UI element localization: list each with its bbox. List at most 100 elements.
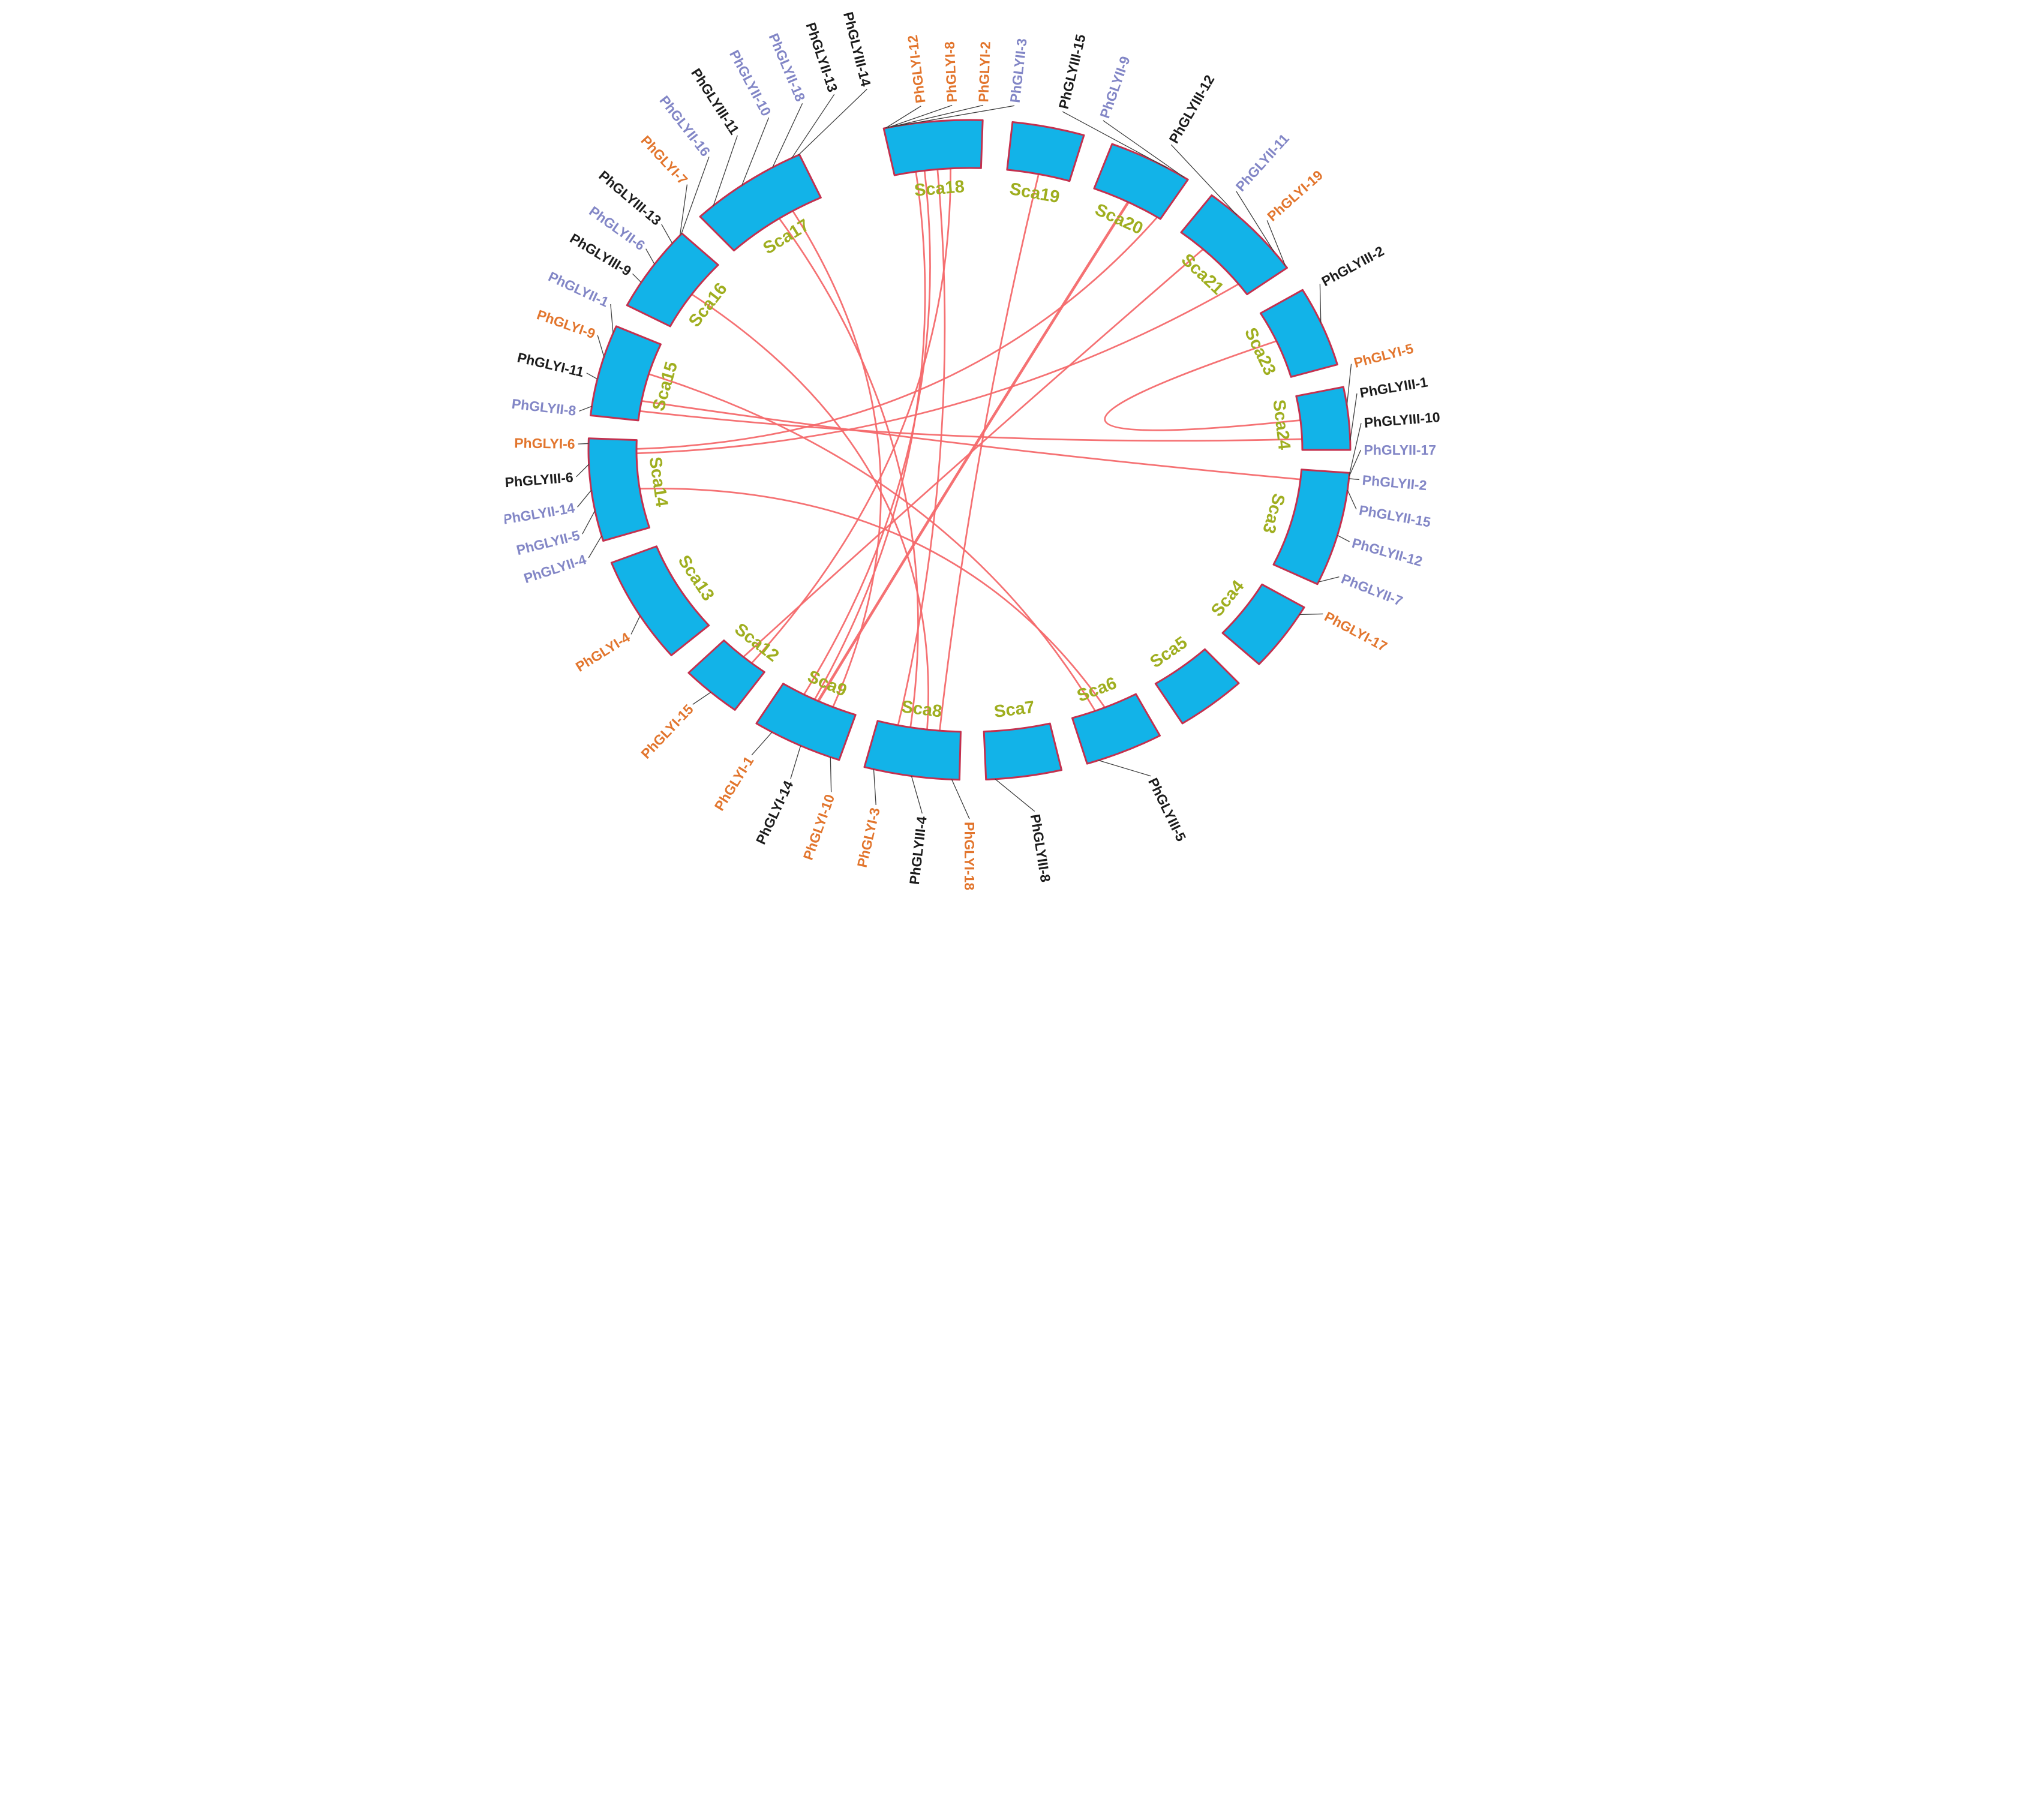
gene-connector-PhGLYI-2 <box>890 104 984 128</box>
scaffold-arc-Sca17 <box>699 154 822 252</box>
link-Sca18-Sca8 <box>897 168 946 726</box>
scaffold-arc-Sca4 <box>1221 583 1305 665</box>
scaffold-arc-Sca18 <box>882 119 984 176</box>
gene-connector-PhGLYII-8 <box>578 406 592 412</box>
gene-label-PhGLYII-8: PhGLYII-8 <box>511 396 577 419</box>
scaffold-arc-Sca5 <box>1154 648 1240 725</box>
link-Sca18-Sca9 <box>813 170 926 701</box>
gene-label-PhGLYI-12: PhGLYI-12 <box>905 34 929 104</box>
scaffold-arc-Sca14 <box>587 437 650 542</box>
gene-connector-PhGLYI-7 <box>679 184 688 236</box>
gene-label-PhGLYI-2: PhGLYI-2 <box>975 41 993 103</box>
gene-label-PhGLYII-14: PhGLYII-14 <box>504 500 576 527</box>
gene-label-PhGLYI-11: PhGLYI-11 <box>516 350 585 380</box>
gene-connector-PhGLYI-10 <box>830 757 832 792</box>
gene-connector-PhGLYI-11 <box>586 373 598 380</box>
gene-label-PhGLYI-17: PhGLYI-17 <box>1322 608 1390 654</box>
scaffold-arc-Sca7 <box>983 722 1063 780</box>
gene-connector-PhGLYIII-14 <box>798 88 867 156</box>
link-Sca16-Sca8 <box>690 293 929 731</box>
scaffold-label-Sca18: Sca18 <box>914 177 965 200</box>
scaffold-label-Sca3: Sca3 <box>1259 491 1289 536</box>
link-Sca17-Sca9 <box>792 210 882 708</box>
gene-label-PhGLYIII-12: PhGLYIII-12 <box>1166 72 1217 146</box>
gene-connector-PhGLYI-14 <box>790 745 801 779</box>
gene-connector-PhGLYI-15 <box>692 692 711 705</box>
gene-label-PhGLYIII-14: PhGLYIII-14 <box>840 10 874 88</box>
link-Sca21-Sca12 <box>742 248 1205 658</box>
gene-connector-PhGLYI-6 <box>578 443 589 445</box>
gene-connector-PhGLYIII-10 <box>1349 423 1362 476</box>
gene-connector-PhGLYI-1 <box>751 732 773 756</box>
scaffold-label-Sca15: Sca15 <box>649 359 681 413</box>
gene-label-PhGLYIII-2: PhGLYIII-2 <box>1319 243 1387 289</box>
gene-connector-PhGLYII-18 <box>772 103 803 168</box>
gene-label-PhGLYIII-5: PhGLYIII-5 <box>1145 776 1190 844</box>
scaffold-label-Sca19: Sca19 <box>1008 179 1061 207</box>
gene-connector-PhGLYII-15 <box>1347 489 1357 510</box>
gene-label-PhGLYII-12: PhGLYII-12 <box>1350 535 1424 569</box>
link-Sca15-Sca24 <box>638 410 1303 442</box>
gene-label-PhGLYII-5: PhGLYII-5 <box>515 527 581 558</box>
gene-connector-PhGLYI-4 <box>630 615 641 635</box>
gene-connector-PhGLYI-8 <box>887 104 953 128</box>
gene-connector-PhGLYI-18 <box>951 779 970 819</box>
gene-label-PhGLYII-10: PhGLYII-10 <box>726 47 774 119</box>
gene-label-PhGLYIII-4: PhGLYIII-4 <box>906 815 930 885</box>
gene-label-PhGLYI-18: PhGLYI-18 <box>962 822 977 890</box>
gene-label-PhGLYI-19: PhGLYI-19 <box>1264 167 1326 224</box>
gene-connector-PhGLYIII-5 <box>1098 759 1151 777</box>
scaffold-arc-Sca23 <box>1259 289 1338 378</box>
gene-connector-PhGLYII-11 <box>1236 191 1275 253</box>
gene-label-PhGLYII-17: PhGLYII-17 <box>1364 442 1437 458</box>
gene-label-PhGLYII-13: PhGLYII-13 <box>803 20 841 94</box>
gene-connector-PhGLYII-12 <box>1337 534 1350 542</box>
scaffold-label-Sca7: Sca7 <box>993 698 1035 722</box>
gene-label-PhGLYI-3: PhGLYI-3 <box>854 806 883 869</box>
gene-connector-PhGLYIII-13 <box>661 224 673 244</box>
gene-connector-PhGLYII-2 <box>1349 478 1360 480</box>
scaffold-arc-Sca9 <box>755 683 857 761</box>
link-Sca18-Sca9 <box>803 169 931 696</box>
gene-label-PhGLYI-10: PhGLYI-10 <box>800 792 838 862</box>
gene-connector-PhGLYIII-4 <box>911 776 923 814</box>
gene-label-PhGLYII-7: PhGLYII-7 <box>1339 570 1405 609</box>
gene-connector-PhGLYII-4 <box>588 535 602 558</box>
gene-label-PhGLYI-9: PhGLYI-9 <box>535 307 597 341</box>
circos-figure: Sca18 Sca19 Sca20 Sca21 Sca23 Sca24 Sca3 Sca4 Sc… <box>504 0 1514 910</box>
link-Sca15-Sca6 <box>648 373 1097 712</box>
link-Sca14-Sca21 <box>635 283 1240 455</box>
gene-connector-PhGLYIII-6 <box>576 464 590 477</box>
gene-label-PhGLYIII-10: PhGLYIII-10 <box>1364 409 1441 431</box>
gene-connector-PhGLYII-16 <box>681 157 710 235</box>
gene-connector-PhGLYII-14 <box>577 489 592 507</box>
gene-connector-PhGLYI-5 <box>1346 364 1352 406</box>
gene-label-PhGLYIII-11: PhGLYIII-11 <box>688 65 742 137</box>
scaffold-arc-Sca13 <box>610 545 710 656</box>
gene-label-PhGLYI-6: PhGLYI-6 <box>514 435 575 452</box>
gene-connector-PhGLYII-7 <box>1318 576 1340 582</box>
link-Sca18-Sca12 <box>750 167 951 664</box>
gene-connector-PhGLYIII-12 <box>1170 144 1238 215</box>
gene-connector-PhGLYII-13 <box>791 94 835 158</box>
gene-label-PhGLYII-11: PhGLYII-11 <box>1233 131 1292 194</box>
gene-label-PhGLYII-18: PhGLYII-18 <box>766 31 809 104</box>
gene-connector-PhGLYI-3 <box>873 769 876 805</box>
gene-connector-PhGLYIII-1 <box>1350 393 1358 441</box>
gene-label-PhGLYIII-8: PhGLYIII-8 <box>1028 813 1054 883</box>
gene-connector-PhGLYI-19 <box>1266 220 1286 266</box>
gene-label-PhGLYIII-6: PhGLYIII-6 <box>504 469 574 490</box>
gene-connector-PhGLYI-12 <box>885 106 921 129</box>
link-Sca17-Sca8 <box>778 217 919 728</box>
link-Sca23-Sca24 <box>1104 340 1302 431</box>
gene-label-PhGLYII-15: PhGLYII-15 <box>1358 502 1432 530</box>
gene-connector-PhGLYII-3 <box>894 105 1015 127</box>
scaffold-arc-Sca3 <box>1272 468 1350 585</box>
gene-label-PhGLYI-7: PhGLYI-7 <box>638 133 690 188</box>
scaffold-arc-Sca6 <box>1071 693 1161 765</box>
scaffold-arc-Sca21 <box>1180 194 1288 296</box>
gene-label-PhGLYI-4: PhGLYI-4 <box>573 629 633 675</box>
scaffold-arc-Sca20 <box>1093 143 1189 220</box>
gene-connector-PhGLYIII-11 <box>713 135 738 206</box>
gene-label-PhGLYII-1: PhGLYII-1 <box>546 269 611 310</box>
